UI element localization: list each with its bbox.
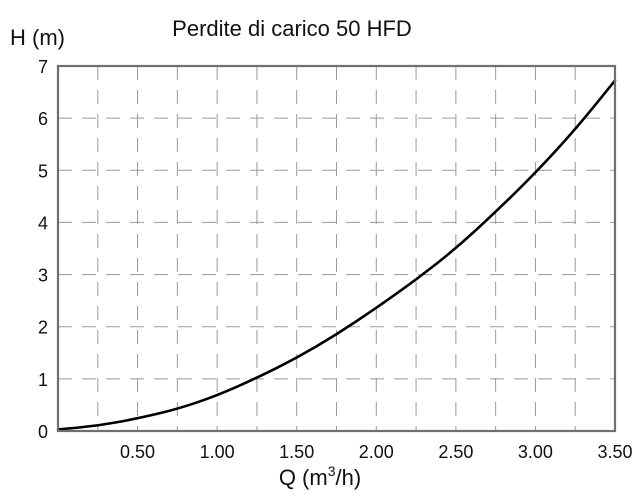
y-tick-label: 3 <box>38 266 48 286</box>
chart-title: Perdite di carico 50 HFD <box>172 16 412 41</box>
y-tick-label: 5 <box>38 161 48 181</box>
x-tick-label: 2.00 <box>359 442 394 462</box>
pressure-loss-series-line <box>56 79 617 431</box>
y-axis-label: H (m) <box>10 25 65 50</box>
x-tick-label: 3.00 <box>518 442 553 462</box>
x-axis-label-superscript: 3 <box>328 463 336 479</box>
series-layer <box>56 79 617 431</box>
y-tick-label: 0 <box>38 422 48 442</box>
x-tick-label: 0.50 <box>120 442 155 462</box>
x-tick-label: 2.50 <box>438 442 473 462</box>
x-tick-label: 3.50 <box>597 442 632 462</box>
x-axis-label-tail: /h) <box>336 465 362 490</box>
y-tick-label: 2 <box>38 318 48 338</box>
y-tick-label: 4 <box>38 213 48 233</box>
x-axis-label-main: Q (m <box>279 465 328 490</box>
plot-border <box>56 64 617 433</box>
grid-layer <box>58 66 615 431</box>
y-tick-label: 7 <box>38 57 48 77</box>
x-axis-label: Q (m3/h) <box>279 463 361 490</box>
x-tick-label: 1.50 <box>279 442 314 462</box>
y-tick-label: 1 <box>38 370 48 390</box>
y-tick-label: 6 <box>38 109 48 129</box>
x-tick-label: 1.00 <box>200 442 235 462</box>
tick-layer: 0 1 2 3 4 5 6 7 0.50 1.00 1.50 2.00 2.50 3.00 3.50 <box>38 57 633 462</box>
